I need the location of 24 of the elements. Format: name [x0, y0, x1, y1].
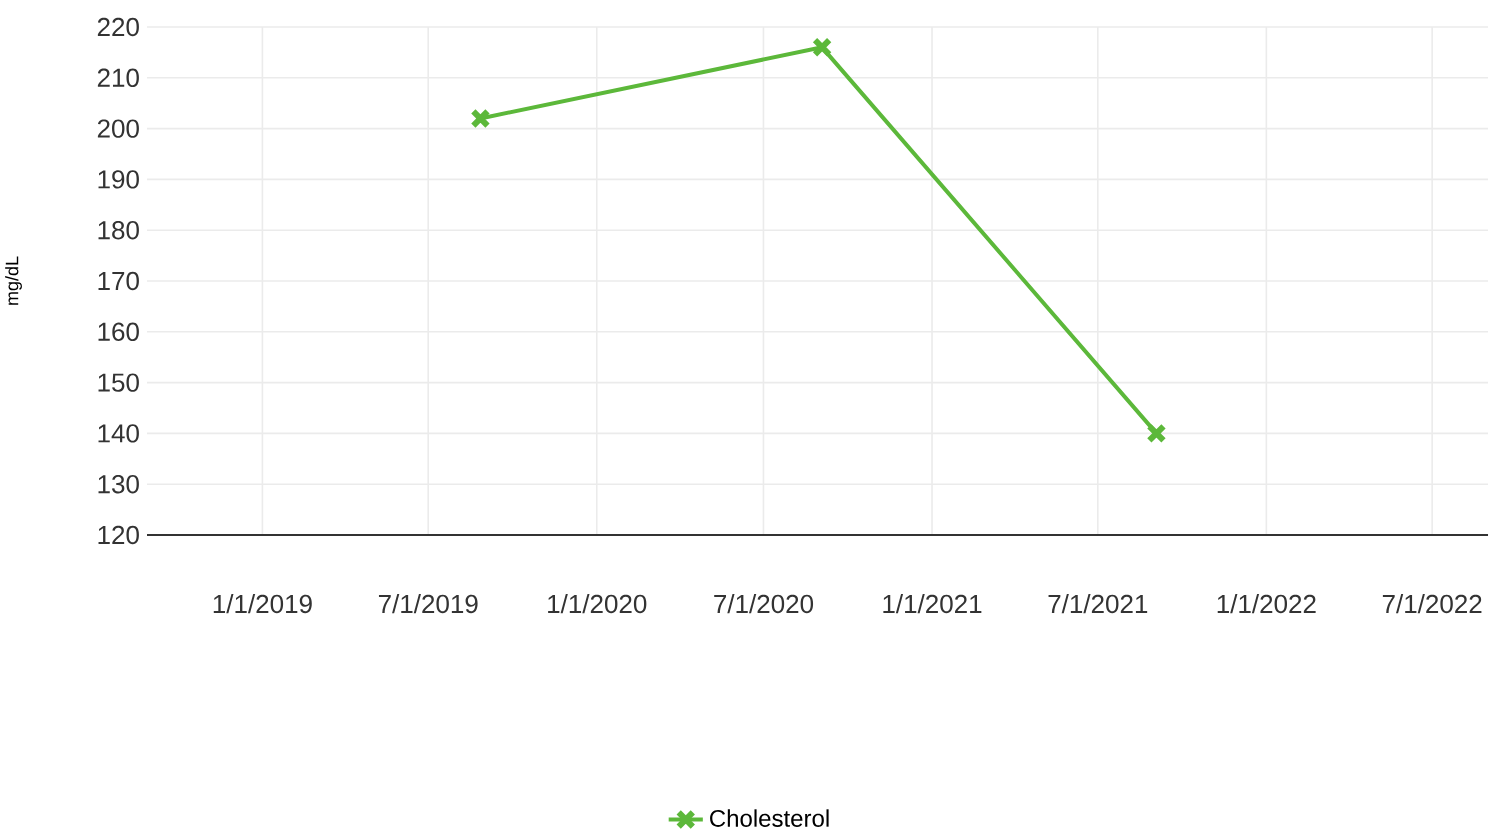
x-tick-label: 1/1/2022	[1217, 594, 1316, 614]
x-tick-label: 7/1/2019	[378, 594, 478, 614]
x-tick-label: 1/1/2021	[883, 594, 982, 614]
x-tick-label: 7/1/2020	[714, 594, 814, 614]
point	[812, 37, 833, 58]
legend-label: Cholesterol	[710, 809, 829, 827]
y-tick-label: 120	[98, 525, 139, 545]
point	[1146, 423, 1167, 444]
y-tick-label: 140	[98, 424, 139, 443]
y-tick-label: 180	[98, 220, 139, 240]
y-tick-label: 220	[97, 17, 139, 37]
x-tick-label: 1/1/2020	[548, 594, 647, 614]
y-tick-label: 200	[97, 119, 139, 138]
y-tick-label: 130	[98, 474, 139, 494]
x-tick-label: 7/1/2021	[1048, 594, 1148, 614]
y-tick-label: 160	[98, 322, 139, 341]
x-tick-label: 7/1/2022	[1382, 594, 1482, 614]
y-tick-label: 190	[98, 170, 139, 189]
y-tick-label: 170	[98, 271, 139, 291]
y-tick-label: 210	[97, 68, 139, 87]
y-axis-title: mg/dL	[5, 256, 22, 305]
point	[470, 108, 491, 129]
y-tick-label: 150	[98, 373, 139, 392]
x-tick-label: 1/1/2019	[213, 594, 312, 614]
